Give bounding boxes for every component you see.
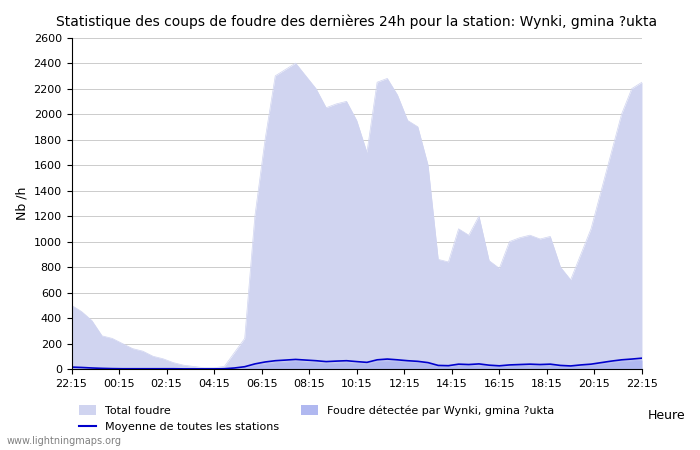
Text: www.lightningmaps.org: www.lightningmaps.org (7, 436, 122, 446)
Title: Statistique des coups de foudre des dernières 24h pour la station: Wynki, gmina : Statistique des coups de foudre des dern… (56, 15, 657, 30)
Legend: Total foudre, Moyenne de toutes les stations, Foudre détectée par Wynki, gmina ?: Total foudre, Moyenne de toutes les stat… (75, 400, 559, 436)
Text: Heure: Heure (648, 409, 685, 422)
Y-axis label: Nb /h: Nb /h (15, 187, 28, 220)
